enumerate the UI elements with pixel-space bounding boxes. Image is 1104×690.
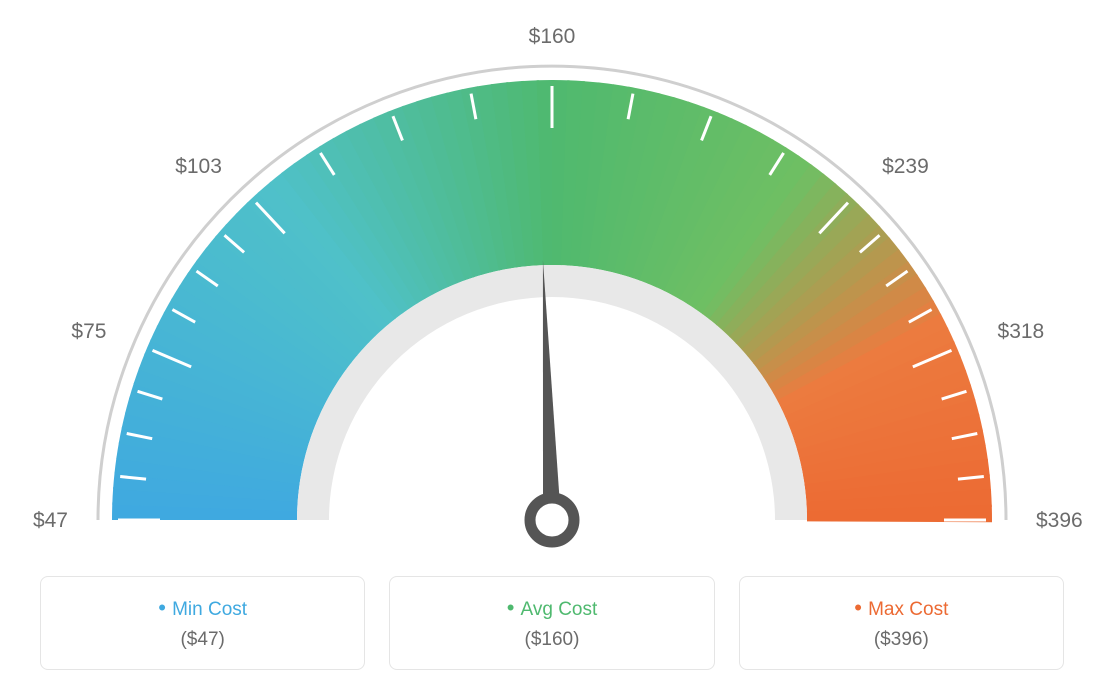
legend-label-min: Min Cost [51, 595, 354, 621]
legend-value-max: ($396) [750, 629, 1053, 651]
gauge-needle-base [530, 498, 574, 542]
legend-label-avg: Avg Cost [400, 595, 703, 621]
legend-card-min: Min Cost ($47) [40, 576, 365, 670]
legend-card-avg: Avg Cost ($160) [389, 576, 714, 670]
gauge-tick-label: $103 [175, 155, 222, 178]
gauge-tick-label: $396 [1036, 509, 1083, 532]
gauge-tick-label: $318 [998, 320, 1045, 343]
gauge-tick-label: $239 [882, 155, 929, 178]
gauge-svg: $47 $75 $103 $160 $239 $318 $396 [0, 0, 1104, 560]
legend-value-avg: ($160) [400, 629, 703, 651]
gauge-needle [543, 260, 561, 520]
legend-row: Min Cost ($47) Avg Cost ($160) Max Cost … [40, 576, 1064, 670]
legend-label-max: Max Cost [750, 595, 1053, 621]
legend-value-min: ($47) [51, 629, 354, 651]
gauge-tick-label: $75 [71, 320, 106, 343]
cost-gauge: $47 $75 $103 $160 $239 $318 $396 [0, 0, 1104, 560]
gauge-tick-label: $47 [33, 509, 68, 532]
legend-card-max: Max Cost ($396) [739, 576, 1064, 670]
gauge-tick-label: $160 [529, 25, 576, 48]
